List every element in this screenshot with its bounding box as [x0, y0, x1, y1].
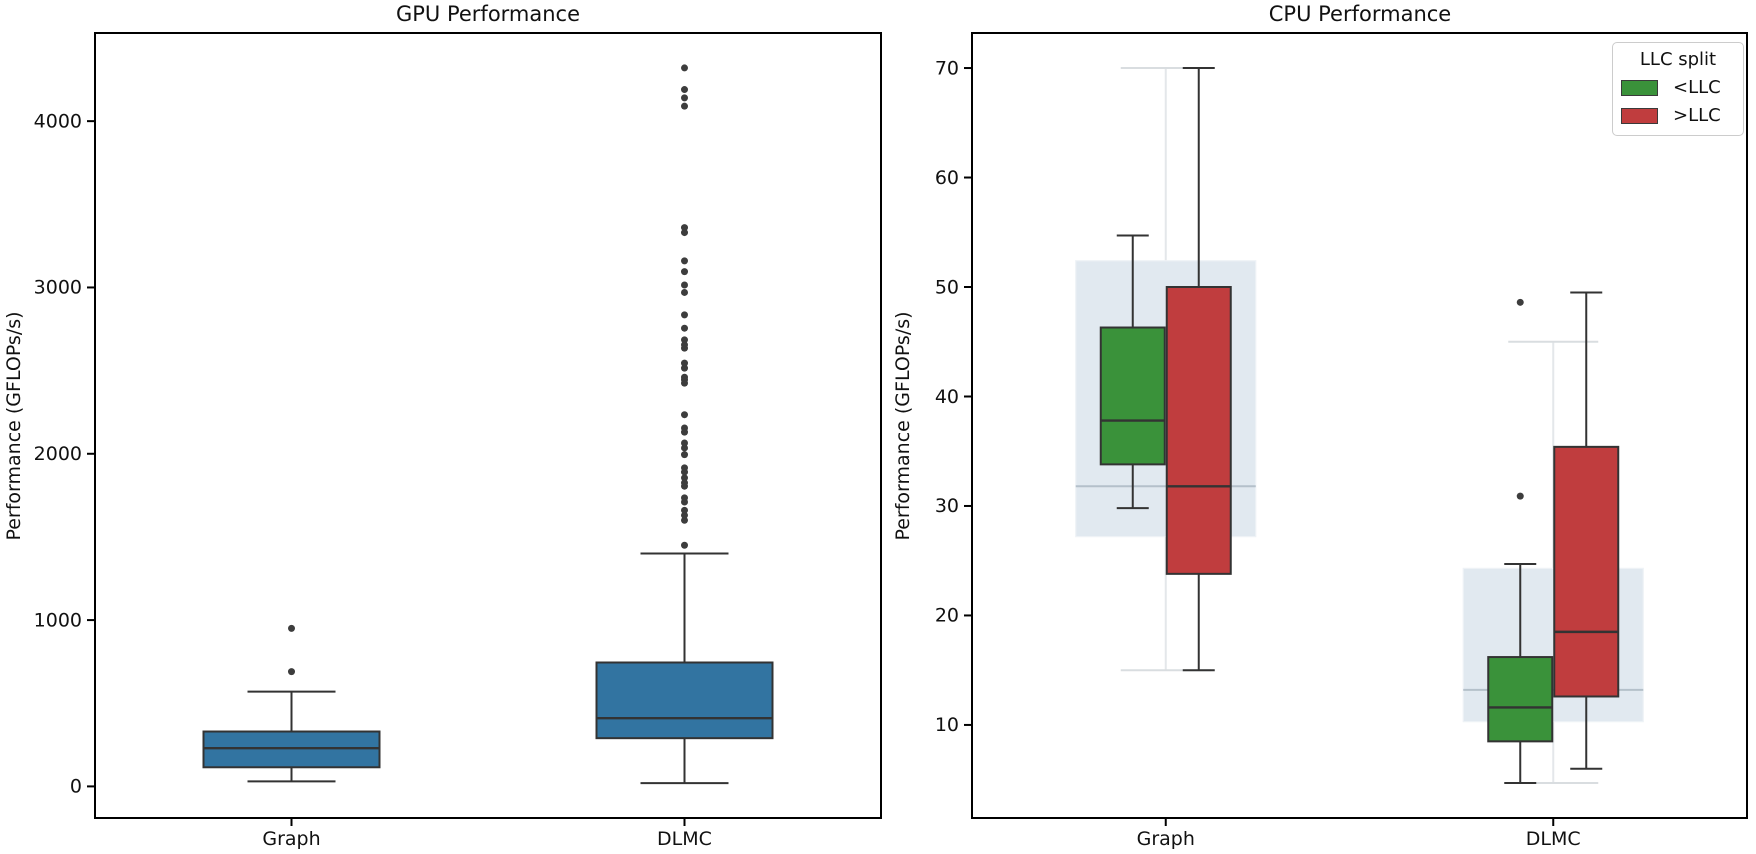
y-tick-label: 1000 [34, 609, 82, 631]
outlier-dot [681, 444, 688, 452]
gpu-x-tick-label-dlmc: DLMC [657, 828, 712, 850]
outlier-dot [681, 541, 688, 549]
outlier-dot [681, 359, 688, 367]
outlier-dot [681, 324, 688, 332]
legend: LLC split <LLC >LLC [1612, 42, 1744, 136]
outlier-dot [681, 86, 688, 94]
legend-swatch-green [1621, 79, 1658, 96]
y-tick-label: 60 [935, 167, 959, 189]
y-tick-label: 4000 [34, 110, 82, 132]
box [1553, 445, 1620, 698]
legend-label-under-llc: <LLC [1673, 77, 1721, 98]
outlier-dot [681, 257, 688, 265]
outlier-dot [288, 668, 295, 676]
outlier-dot [681, 479, 688, 487]
outlier-dot [681, 336, 688, 344]
outlier-dot [681, 506, 688, 514]
y-tick-label: 70 [935, 57, 959, 79]
cpu-chart-title: CPU Performance [1268, 2, 1452, 26]
y-tick-label: 0 [70, 776, 82, 798]
outlier-dot [681, 364, 688, 372]
outlier-dot [681, 311, 688, 319]
gpu-x-tick-label-graph: Graph [262, 828, 321, 850]
box [595, 661, 774, 740]
outlier-dot [681, 229, 688, 237]
y-tick-label: 30 [935, 495, 959, 517]
cpu-x-tick-label-dlmc: DLMC [1525, 828, 1581, 850]
legend-swatch-red [1621, 107, 1658, 124]
legend-entry-over-llc: >LLC [1621, 105, 1735, 126]
outlier-dot [681, 411, 688, 419]
axis-spine [971, 32, 1748, 819]
y-tick-label: 3000 [34, 277, 82, 299]
outlier-dot [681, 424, 688, 432]
outlier-dot [681, 94, 688, 102]
outlier-dot [681, 494, 688, 502]
box [202, 730, 381, 769]
cpu-x-tick-label-graph: Graph [1136, 828, 1195, 850]
y-tick-label: 20 [935, 605, 959, 627]
legend-title: LLC split [1639, 49, 1717, 70]
box [1099, 326, 1166, 466]
axis-spine [94, 32, 882, 819]
outlier-dot [288, 624, 295, 632]
gpu-y-axis-label: Performance (GFLOPs/s) [3, 311, 25, 541]
outlier-dot [681, 474, 688, 482]
outlier-dot [681, 451, 688, 459]
outlier-dot [681, 102, 688, 110]
outlier-dot [681, 281, 688, 289]
outlier-dot [681, 516, 688, 524]
outlier-dot [681, 224, 688, 232]
box [1487, 656, 1554, 743]
gpu-chart-title: GPU Performance [395, 2, 581, 26]
y-tick-label: 2000 [34, 443, 82, 465]
outlier-dot [681, 341, 688, 349]
outlier-dot [681, 288, 688, 296]
y-tick-label: 50 [935, 276, 959, 298]
outlier-dot [1516, 492, 1524, 500]
cpu-y-axis-label: Performance (GFLOPs/s) [892, 311, 914, 541]
y-tick-label: 40 [935, 386, 959, 408]
outlier-dot [681, 64, 688, 72]
outlier-dot [681, 511, 688, 519]
legend-entry-under-llc: <LLC [1621, 77, 1735, 98]
box [1165, 286, 1232, 575]
y-tick-label: 10 [935, 714, 959, 736]
legend-label-over-llc: >LLC [1673, 105, 1721, 126]
outlier-dot [681, 373, 688, 381]
outlier-dot [681, 439, 688, 447]
outlier-dot [681, 268, 688, 276]
outlier-dot [1516, 298, 1524, 306]
outlier-dot [681, 464, 688, 472]
